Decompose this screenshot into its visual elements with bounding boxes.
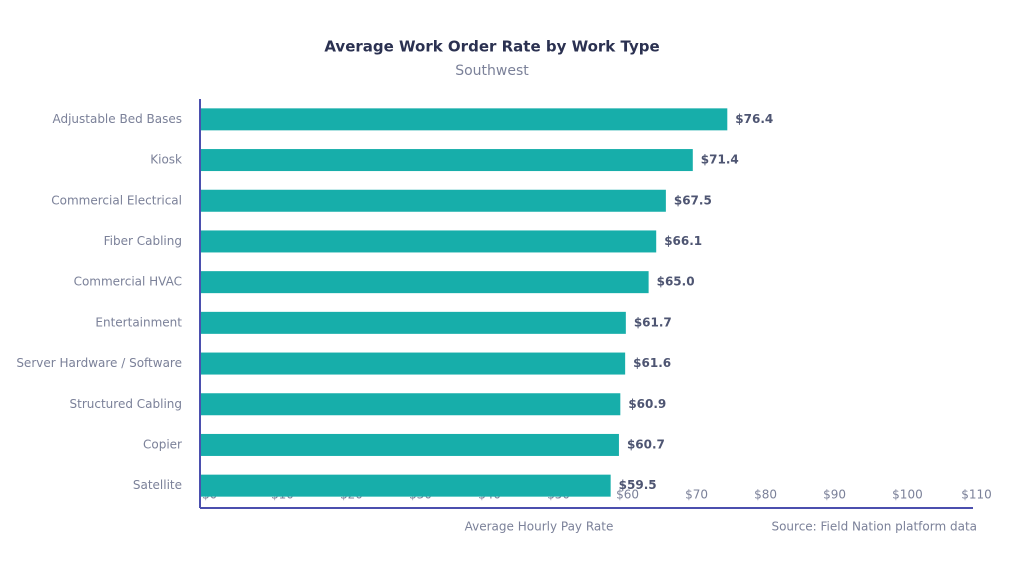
x-axis-title: Average Hourly Pay Rate <box>465 520 614 534</box>
x-tick-label: $100 <box>892 488 923 502</box>
bar <box>200 108 728 131</box>
value-label: $65.0 <box>657 275 695 289</box>
value-label: $61.6 <box>633 356 671 370</box>
y-tick-label: Entertainment <box>95 315 182 329</box>
y-tick-label: Commercial Electrical <box>51 193 182 207</box>
value-label: $76.4 <box>735 112 773 126</box>
value-label: $60.9 <box>628 397 666 411</box>
bar <box>200 230 657 253</box>
x-tick-label: $80 <box>754 488 777 502</box>
bar <box>200 189 666 212</box>
value-label: $71.4 <box>701 153 739 167</box>
bar <box>200 271 649 294</box>
y-tick-label: Structured Cabling <box>70 397 183 411</box>
x-tick-label: $90 <box>823 488 846 502</box>
y-tick-label: Adjustable Bed Bases <box>52 112 182 126</box>
y-tick-label: Server Hardware / Software <box>16 356 182 370</box>
x-tick-label: $110 <box>961 488 992 502</box>
x-tick-label: $60 <box>616 488 639 502</box>
chart-subtitle: Southwest <box>455 63 529 79</box>
value-label: $67.5 <box>674 193 712 207</box>
bar <box>200 393 621 416</box>
value-label: $66.1 <box>664 234 702 248</box>
y-tick-label: Satellite <box>133 478 182 492</box>
y-tick-label: Commercial HVAC <box>74 275 182 289</box>
bar <box>200 474 611 497</box>
bar <box>200 433 619 456</box>
value-label: $59.5 <box>619 478 657 492</box>
bar <box>200 352 626 375</box>
source-note: Source: Field Nation platform data <box>771 520 977 534</box>
value-label: $61.7 <box>634 315 672 329</box>
bar <box>200 311 626 334</box>
x-tick-label: $70 <box>685 488 708 502</box>
value-label: $60.7 <box>627 437 665 451</box>
y-tick-label: Fiber Cabling <box>104 234 182 248</box>
bar <box>200 149 693 172</box>
chart-title: Average Work Order Rate by Work Type <box>324 38 659 56</box>
y-tick-label: Kiosk <box>150 153 182 167</box>
y-tick-label: Copier <box>143 437 182 451</box>
